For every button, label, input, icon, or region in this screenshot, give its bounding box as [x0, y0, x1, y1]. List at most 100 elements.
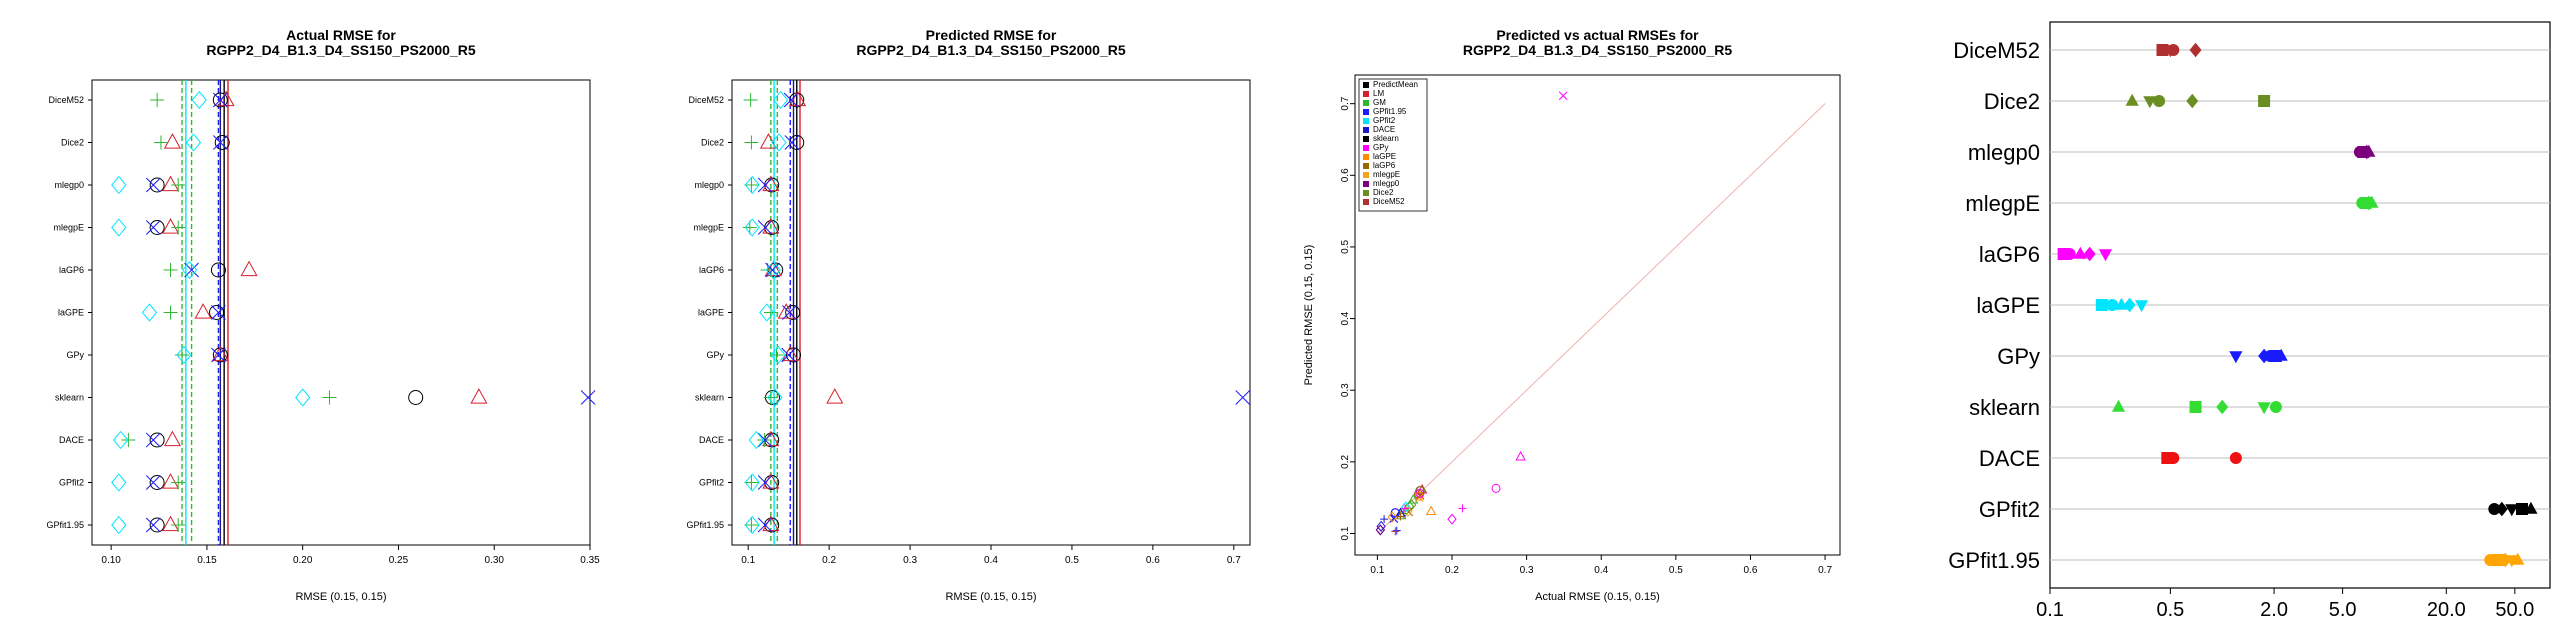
data-point — [171, 220, 186, 235]
data-point — [826, 388, 844, 404]
x-tick-label: 0.4 — [984, 555, 998, 566]
x-axis-label: RMSE (0.15, 0.15) — [295, 591, 386, 603]
legend-swatch — [1363, 172, 1369, 178]
category-label: laGP6 — [59, 265, 84, 275]
data-point — [757, 177, 773, 193]
x-tick-label: 0.5 — [1669, 565, 1683, 576]
data-point — [1458, 504, 1467, 513]
legend-swatch — [1363, 190, 1369, 196]
data-point — [789, 135, 805, 150]
category-label: DACE — [59, 435, 84, 445]
data-point — [764, 260, 782, 277]
data-point — [2186, 93, 2199, 109]
category-label: sklearn — [55, 393, 84, 403]
predicted-rmse-chart-panel: Predicted RMSE for RGPP2_D4_B1.3_D4_SS150… — [640, 0, 1280, 640]
data-point — [744, 175, 760, 195]
data-point — [2189, 42, 2202, 58]
category-label: mlegpE — [53, 223, 84, 233]
y-tick-label: 0.4 — [1340, 311, 1351, 325]
data-point — [194, 303, 212, 319]
legend-label: laGPE — [1373, 152, 1396, 161]
category-label: DiceM52 — [688, 95, 724, 105]
category-label: mlegpE — [693, 223, 724, 233]
data-point — [2095, 299, 2108, 311]
data-point — [171, 178, 186, 192]
category-label: GPy — [1997, 344, 2040, 369]
data-point — [2274, 348, 2288, 361]
legend-swatch — [1363, 154, 1369, 160]
x-tick-label: 20.0 — [2427, 599, 2466, 621]
data-point — [145, 517, 161, 533]
data-point — [1491, 483, 1501, 493]
chart-svg: Predicted RMSE forRGPP2_D4_B1.3_D4_SS150… — [686, 27, 1251, 603]
legend-label: mlegpE — [1373, 170, 1400, 179]
data-point — [171, 475, 186, 490]
data-point — [176, 345, 192, 365]
y-tick-label: 0.3 — [1340, 383, 1351, 397]
x-tick-label: 0.1 — [1370, 565, 1384, 576]
data-point — [2257, 402, 2271, 415]
data-point — [212, 347, 228, 363]
data-point — [2488, 503, 2501, 515]
data-point — [470, 388, 488, 404]
data-point — [789, 90, 807, 107]
plot-frame — [731, 79, 1251, 546]
x-tick-label: 2.0 — [2260, 599, 2288, 621]
data-point — [145, 220, 161, 235]
legend: PredictMeanLMGMGPfit1.95GPfit2DACEsklear… — [1358, 78, 1428, 212]
data-point — [784, 135, 800, 150]
chart-title-line: Predicted RMSE for — [926, 27, 1057, 43]
x-tick-label: 0.1 — [2036, 599, 2064, 621]
x-tick-label: 0.15 — [197, 555, 217, 566]
x-tick-label: 0.6 — [1744, 565, 1758, 576]
x-tick-label: 0.25 — [389, 555, 409, 566]
x-tick-label: 50.0 — [2495, 599, 2534, 621]
category-label: GPfit1.95 — [1948, 548, 2040, 573]
data-point — [772, 90, 789, 110]
x-tick-label: 0.7 — [1227, 555, 1241, 566]
chart-title-line: RGPP2_D4_B1.3_D4_SS150_PS2000_R5 — [1463, 42, 1733, 58]
data-point — [2258, 348, 2271, 364]
legend-swatch — [1363, 100, 1369, 106]
data-point — [1447, 513, 1457, 525]
legend-swatch — [1363, 109, 1369, 115]
data-point — [145, 475, 161, 490]
data-point — [783, 92, 799, 108]
chart-title-line: Predicted vs actual RMSEs for — [1496, 27, 1699, 43]
data-point — [182, 260, 198, 280]
actual-rmse-chart-panel: Actual RMSE for RGPP2_D4_B1.3_D4_SS150_PS… — [0, 0, 620, 640]
legend-label: mlegp0 — [1373, 179, 1400, 188]
data-point — [161, 218, 180, 234]
data-point — [2167, 44, 2180, 56]
data-point — [113, 430, 129, 450]
legend-label: DACE — [1373, 125, 1395, 134]
x-tick-label: 0.6 — [1146, 555, 1160, 566]
x-tick-label: 0.3 — [1520, 565, 1534, 576]
data-point — [2123, 297, 2136, 313]
data-point — [1401, 501, 1411, 513]
category-label: Dice2 — [701, 138, 724, 148]
data-point — [149, 177, 165, 193]
timing-dotplot-panel: DiceM52 Dice2 mlegp0 mlegpE laGP6 laGPE GPy skl… — [1930, 0, 2560, 640]
data-point — [2269, 401, 2282, 413]
identity-line — [1377, 103, 1826, 534]
x-tick-label: 0.5 — [1065, 555, 1079, 566]
data-point — [212, 135, 228, 150]
legend-swatch — [1363, 199, 1369, 205]
data-point — [744, 515, 760, 535]
category-label: sklearn — [1969, 395, 2040, 420]
data-point — [781, 347, 797, 363]
data-point — [2083, 246, 2096, 262]
data-point — [2134, 300, 2149, 313]
data-point — [765, 260, 781, 280]
data-point — [2258, 95, 2271, 107]
data-point — [744, 475, 759, 490]
data-point — [744, 518, 759, 532]
data-point — [295, 388, 311, 407]
category-label: mlegp0 — [54, 180, 84, 190]
category-label: laGPE — [698, 308, 724, 318]
data-point — [111, 473, 127, 492]
data-point — [322, 390, 337, 405]
data-point — [171, 518, 186, 532]
legend-swatch — [1363, 181, 1369, 187]
